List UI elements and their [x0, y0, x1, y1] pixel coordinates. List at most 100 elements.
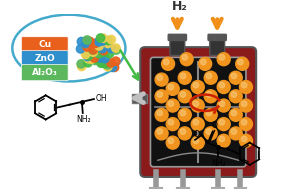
Circle shape [217, 99, 230, 112]
Circle shape [239, 81, 253, 94]
Circle shape [101, 54, 109, 63]
Circle shape [94, 56, 102, 64]
Circle shape [92, 48, 101, 57]
Circle shape [206, 110, 212, 116]
Circle shape [95, 38, 103, 46]
Circle shape [180, 92, 186, 97]
Circle shape [180, 73, 186, 79]
Circle shape [241, 101, 247, 106]
Circle shape [95, 42, 103, 50]
Circle shape [110, 63, 119, 72]
Circle shape [166, 99, 179, 112]
Text: H₂: H₂ [172, 0, 188, 13]
Circle shape [178, 90, 191, 103]
FancyBboxPatch shape [168, 34, 187, 41]
Circle shape [180, 129, 186, 134]
Circle shape [206, 92, 212, 97]
Circle shape [112, 46, 121, 54]
Circle shape [231, 129, 237, 134]
Circle shape [219, 55, 225, 60]
Circle shape [239, 134, 253, 147]
Circle shape [85, 51, 93, 60]
Circle shape [112, 44, 120, 52]
Circle shape [168, 138, 174, 144]
Circle shape [168, 101, 174, 106]
FancyBboxPatch shape [22, 65, 68, 81]
Circle shape [91, 56, 99, 65]
Circle shape [100, 46, 108, 55]
Circle shape [107, 35, 115, 44]
Text: O: O [212, 121, 217, 130]
Circle shape [217, 118, 230, 131]
Circle shape [239, 118, 253, 131]
Circle shape [238, 59, 243, 65]
Circle shape [204, 71, 217, 84]
Circle shape [206, 73, 212, 79]
Circle shape [193, 119, 199, 125]
Circle shape [178, 108, 191, 121]
Circle shape [168, 119, 174, 125]
Circle shape [89, 46, 98, 54]
Circle shape [239, 99, 253, 112]
Circle shape [191, 81, 204, 94]
Circle shape [104, 39, 112, 48]
Circle shape [178, 71, 191, 84]
Circle shape [201, 59, 206, 65]
Circle shape [95, 50, 103, 58]
Circle shape [99, 34, 107, 42]
Circle shape [157, 110, 162, 116]
Circle shape [241, 119, 247, 125]
Circle shape [163, 59, 169, 65]
Circle shape [98, 44, 106, 53]
Circle shape [107, 44, 116, 53]
Circle shape [241, 82, 247, 88]
Text: ZnO: ZnO [34, 54, 55, 63]
Circle shape [178, 127, 191, 140]
FancyBboxPatch shape [22, 51, 68, 67]
Circle shape [162, 57, 174, 70]
Circle shape [112, 57, 120, 65]
Circle shape [157, 75, 162, 81]
Circle shape [217, 134, 230, 147]
Circle shape [191, 99, 204, 112]
FancyBboxPatch shape [150, 57, 246, 167]
Circle shape [193, 101, 199, 106]
Circle shape [219, 119, 225, 125]
Circle shape [229, 108, 242, 121]
Circle shape [106, 59, 115, 67]
Circle shape [91, 39, 100, 47]
FancyBboxPatch shape [208, 34, 226, 41]
Circle shape [182, 55, 187, 60]
Circle shape [83, 36, 91, 44]
Text: NH₂: NH₂ [76, 115, 91, 124]
Circle shape [219, 82, 225, 88]
Circle shape [95, 37, 104, 46]
Circle shape [157, 129, 162, 134]
Circle shape [108, 63, 117, 72]
Circle shape [96, 34, 105, 42]
Circle shape [219, 101, 225, 106]
Circle shape [76, 45, 85, 53]
Circle shape [83, 52, 92, 61]
Circle shape [166, 118, 179, 131]
Circle shape [191, 118, 204, 131]
Circle shape [236, 57, 249, 70]
Circle shape [206, 129, 212, 134]
Circle shape [231, 92, 237, 97]
Circle shape [96, 54, 104, 62]
Circle shape [191, 136, 204, 149]
Circle shape [155, 127, 168, 140]
Circle shape [99, 37, 107, 45]
Circle shape [241, 136, 247, 142]
Circle shape [219, 136, 225, 142]
Circle shape [83, 43, 91, 51]
Circle shape [217, 53, 230, 66]
Circle shape [105, 50, 114, 58]
Circle shape [204, 108, 217, 121]
Text: Al₂O₃: Al₂O₃ [32, 68, 58, 77]
Circle shape [204, 127, 217, 140]
Circle shape [89, 46, 97, 54]
Circle shape [100, 60, 109, 68]
Circle shape [84, 59, 92, 67]
Circle shape [104, 63, 112, 71]
